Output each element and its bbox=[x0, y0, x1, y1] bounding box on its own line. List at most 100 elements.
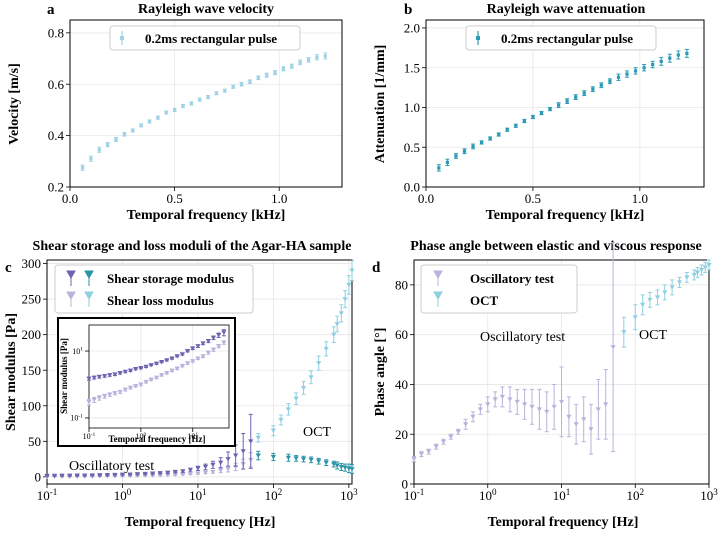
x-tick-label-exponent: 2 bbox=[278, 487, 283, 497]
storage-osc-point bbox=[119, 472, 126, 478]
loss-osc-point bbox=[187, 471, 193, 477]
attenuation-point bbox=[514, 124, 518, 128]
inset-loss-osc-point bbox=[86, 399, 92, 405]
inset-storage-osc-point bbox=[221, 330, 227, 335]
y-tick-label: 0 bbox=[35, 469, 42, 484]
y-tick-label: 0.8 bbox=[48, 25, 64, 40]
phase-osc-point bbox=[544, 409, 550, 415]
inset-loss-osc-point bbox=[184, 361, 191, 366]
inset-loss-osc-point bbox=[190, 359, 196, 364]
inset-loss-osc-point bbox=[159, 373, 165, 378]
panel-c: c Shear storage and loss moduli of the A… bbox=[4, 239, 358, 530]
y-tick-label: 200 bbox=[22, 327, 42, 342]
inset-storage-osc-point bbox=[153, 361, 160, 367]
y-tick-label: 101 bbox=[72, 347, 83, 356]
panel-d-title: Phase angle between elastic and viscous … bbox=[410, 239, 701, 254]
attenuation-point bbox=[454, 154, 458, 158]
legend-box bbox=[109, 25, 301, 51]
inset-storage-osc-point bbox=[179, 352, 185, 357]
velocity-point bbox=[281, 67, 286, 71]
y-tick-label: 40 bbox=[395, 377, 408, 392]
inset-storage-osc-point bbox=[148, 363, 154, 368]
velocity-point bbox=[315, 55, 319, 59]
velocity-point bbox=[256, 76, 260, 80]
phase-oct-point bbox=[684, 275, 690, 280]
storage-osc-point bbox=[51, 473, 58, 479]
attenuation-point bbox=[471, 144, 475, 149]
phase-osc-point bbox=[581, 417, 587, 422]
y-tick-label: 80 bbox=[395, 277, 408, 292]
inset-loss-osc-point bbox=[96, 395, 102, 401]
loss-osc-point bbox=[195, 471, 201, 476]
phase-osc-point bbox=[610, 345, 616, 350]
inset-series bbox=[86, 329, 227, 406]
storage-oct-point bbox=[334, 463, 340, 468]
loss-oct-point bbox=[278, 418, 284, 423]
storage-osc-point bbox=[97, 473, 103, 478]
storage-oct-point bbox=[323, 460, 329, 466]
loss-osc-point bbox=[165, 473, 171, 478]
inset-storage-osc-point bbox=[143, 364, 149, 370]
storage-osc-point bbox=[67, 473, 73, 479]
attenuation-point bbox=[685, 51, 689, 55]
velocity-point bbox=[306, 58, 311, 62]
storage-osc-point bbox=[44, 473, 50, 479]
loss-osc-point bbox=[202, 470, 209, 476]
legend-marker-icon bbox=[476, 36, 480, 40]
inset-loss-osc-point bbox=[127, 385, 134, 391]
x-tick-label: 101 bbox=[189, 487, 207, 503]
inset-loss-osc-point bbox=[200, 354, 206, 359]
attenuation-point bbox=[497, 132, 501, 137]
panel-d-series bbox=[411, 242, 712, 463]
velocity-point bbox=[265, 73, 269, 77]
panel-b-xlabel: Temporal frequency [kHz] bbox=[486, 208, 645, 223]
panel-b-ylabel: Attenuation [1/mm] bbox=[373, 45, 388, 164]
inset-storage-osc-point bbox=[210, 335, 217, 341]
velocity-point bbox=[189, 101, 193, 106]
loss-oct-point bbox=[270, 428, 277, 434]
y-tick-label: 0.0 bbox=[404, 180, 420, 195]
loss-osc-point bbox=[225, 467, 231, 472]
storage-osc-point bbox=[134, 472, 141, 477]
inset-storage-osc-point bbox=[190, 346, 196, 351]
inset-storage-osc-point bbox=[184, 349, 191, 354]
storage-oct-point bbox=[331, 462, 337, 467]
panel-b-title: Rayleigh wave attenuation bbox=[487, 2, 646, 17]
loss-osc-point bbox=[218, 468, 224, 473]
inset-loss-osc-point bbox=[143, 379, 149, 385]
legend-box bbox=[420, 264, 578, 314]
x-tick-label: 101 bbox=[553, 487, 571, 503]
panel-a-letter: a bbox=[47, 2, 55, 18]
phase-oct-point bbox=[640, 302, 646, 308]
x-tick-label: 1.0 bbox=[632, 191, 648, 206]
inset-ylabel: Shear modulus [Pa] bbox=[59, 338, 69, 414]
phase-oct-point bbox=[706, 262, 712, 268]
panel-d-ylabel: Phase angle [°] bbox=[373, 328, 388, 417]
y-tick-label: 2.0 bbox=[404, 21, 420, 36]
phase-osc-point bbox=[522, 402, 528, 407]
loss-oct-point bbox=[346, 282, 352, 288]
inset-storage-osc-point bbox=[122, 369, 128, 375]
attenuation-point bbox=[539, 111, 544, 115]
y-tick-label: 0.5 bbox=[404, 140, 420, 155]
attenuation-point bbox=[668, 56, 672, 60]
velocity-point bbox=[273, 71, 277, 75]
x-tick-label: 102 bbox=[265, 487, 283, 503]
velocity-point bbox=[173, 108, 177, 112]
inset-loss-osc-point bbox=[102, 394, 108, 399]
storage-oct-point bbox=[293, 456, 299, 461]
inset-loss-osc-point bbox=[205, 350, 211, 355]
panel-d-legend: Oscillatory test OCT bbox=[420, 264, 578, 314]
legend-storage-osc-icon bbox=[66, 270, 76, 286]
storage-osc-point bbox=[112, 472, 118, 478]
attenuation-point bbox=[642, 66, 646, 70]
y-tick-label: 300 bbox=[22, 256, 42, 271]
x-tick-label: 1.0 bbox=[271, 191, 287, 206]
y-tick-label: 1.5 bbox=[404, 60, 420, 75]
loss-oct-point bbox=[342, 297, 348, 302]
panel-d-xlabel: Temporal frequency [Hz] bbox=[488, 515, 639, 530]
phase-osc-point bbox=[470, 414, 476, 420]
panel-c-legend: Shear storage modulus Shear loss modulus bbox=[54, 264, 254, 314]
phase-osc-point bbox=[551, 404, 557, 410]
